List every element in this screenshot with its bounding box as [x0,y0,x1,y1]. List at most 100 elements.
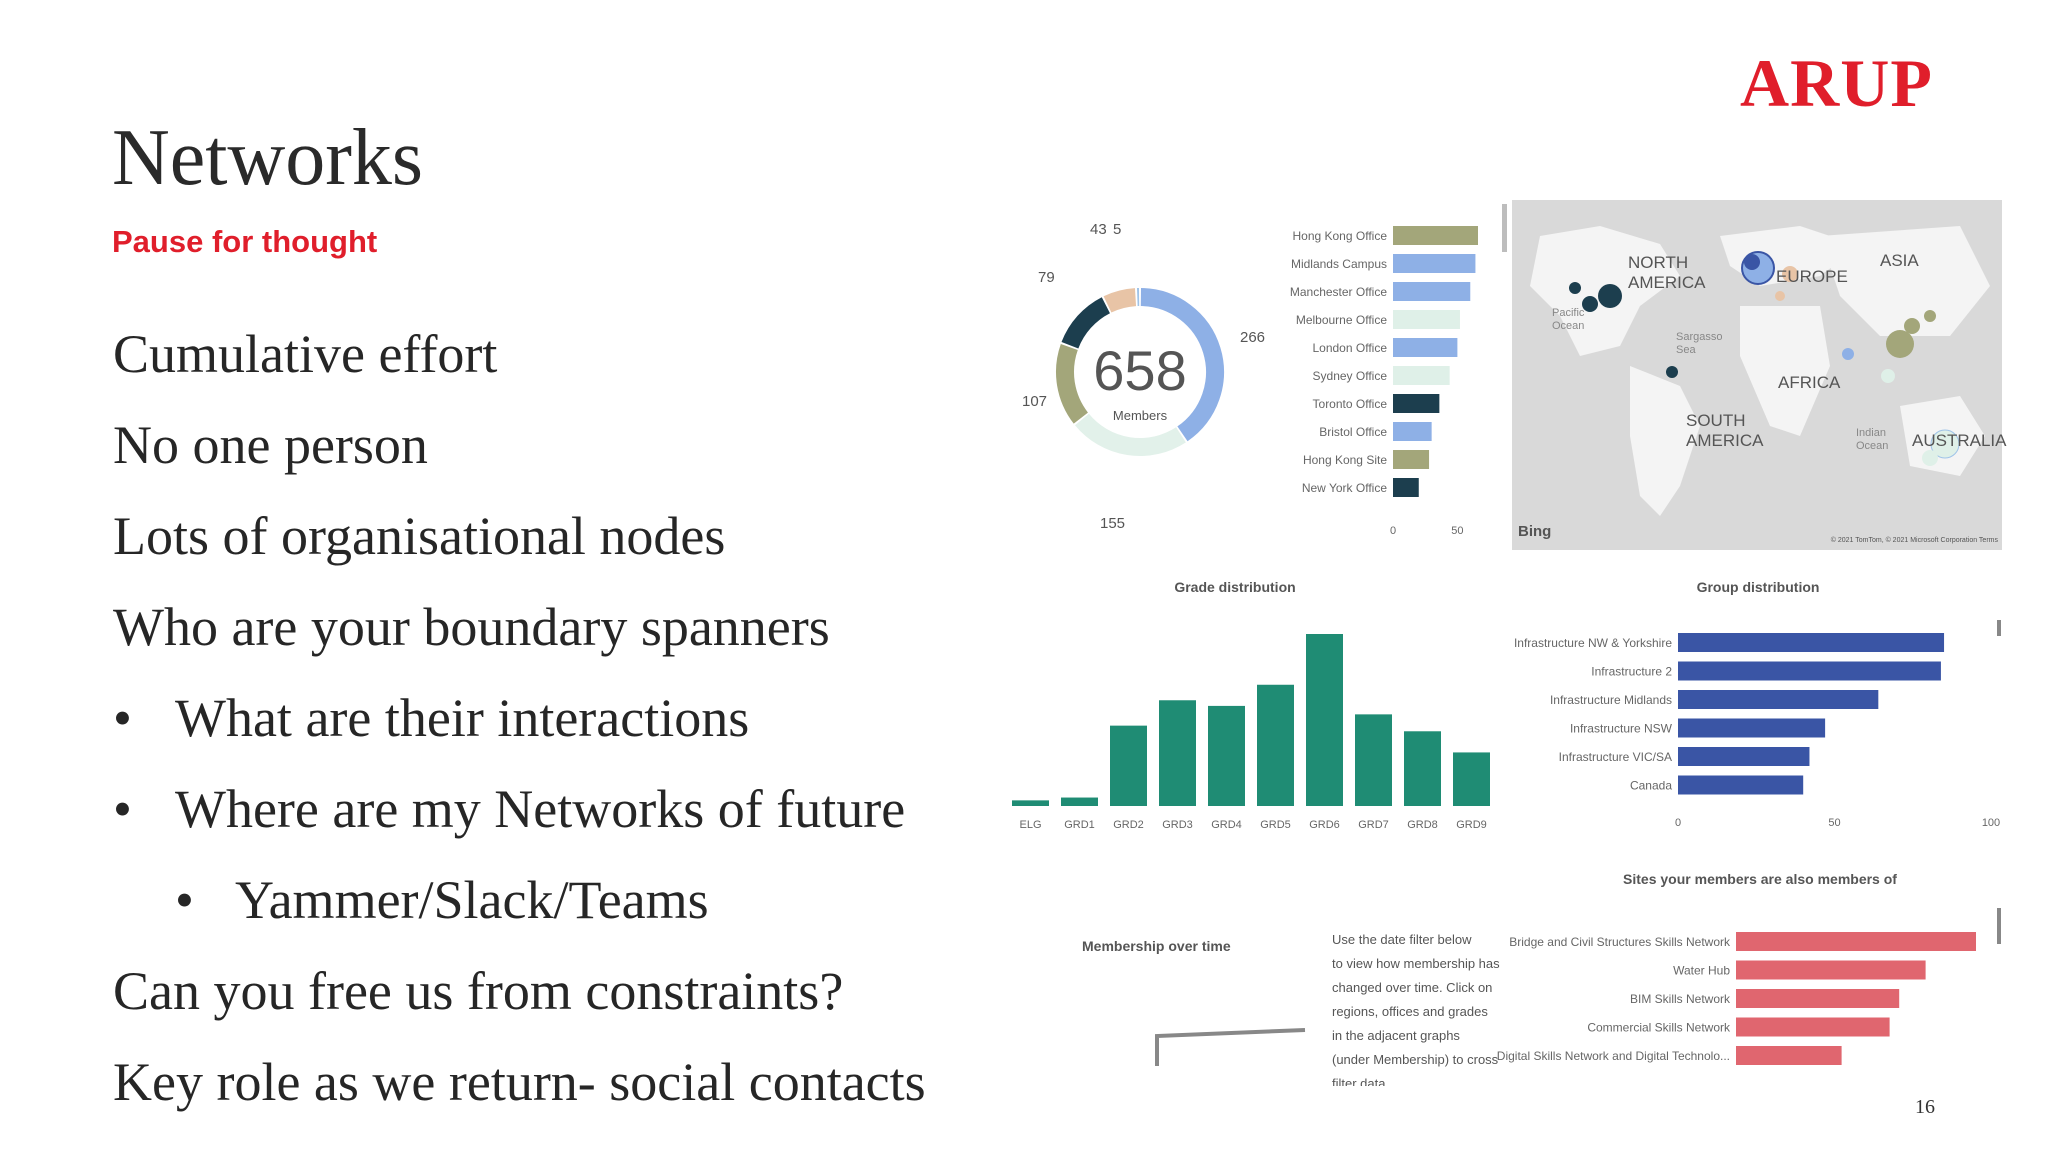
bullet-icon: • [175,870,194,930]
office-bar[interactable] [1393,226,1478,245]
office-bar-label: Hong Kong Office [1292,229,1387,243]
office-bar[interactable] [1393,422,1432,441]
grade-bar[interactable] [1453,752,1490,806]
donut-segment[interactable] [1056,343,1089,424]
grade-axis-label: GRD2 [1113,819,1144,831]
list-item-text: Yammer/Slack/Teams [235,870,709,930]
list-item-text: Lots of organisational nodes [113,506,726,566]
list-item-text: Where are my Networks of future [175,779,906,839]
grade-bar[interactable] [1110,725,1147,806]
donut-segment[interactable] [1140,288,1224,442]
office-bar-label: Melbourne Office [1296,313,1387,327]
sites-bar-chart[interactable]: Bridge and Civil Structures Skills Netwo… [1497,932,1976,1065]
group-bar-label: Infrastructure 2 [1591,665,1672,679]
office-bar[interactable] [1393,310,1460,329]
grade-bar[interactable] [1257,684,1294,806]
list-item-text: What are their interactions [175,688,750,748]
map-label: SOUTH AMERICA [1686,411,1764,450]
office-bar-chart[interactable]: Hong Kong Office Midlands Campus Mancheste… [1290,226,1478,537]
world-map[interactable] [1530,226,1990,516]
donut-segment-label: 43 [1090,221,1107,238]
group-axis-tick: 100 [1982,817,2000,829]
sites-bar-label: Bridge and Civil Structures Skills Netwo… [1509,935,1731,949]
donut-total-label: Members [1113,408,1168,423]
scrollbar[interactable] [1502,204,1507,252]
office-axis-tick: 0 [1390,525,1396,537]
office-bar[interactable] [1393,450,1430,469]
group-bar[interactable] [1678,718,1826,738]
members-donut-chart[interactable] [1056,288,1224,456]
office-bar[interactable] [1393,394,1440,413]
sites-bar[interactable] [1736,989,1900,1008]
grade-distribution-chart[interactable]: ELG GRD1 GRD2 GRD3 GRD4 GRD5 GRD6 GRD7 GRD8 GRD9 [1012,634,1490,831]
group-bar-label: Canada [1630,779,1672,793]
sites-bar[interactable] [1736,932,1976,951]
group-bar[interactable] [1678,775,1804,795]
donut-segment-label: 79 [1038,269,1055,286]
list-item: • What are their interactions [113,686,749,750]
group-bar-label: Infrastructure NW & Yorkshire [1514,636,1672,650]
donut-segment[interactable] [1074,413,1186,456]
group-distribution-title: Group distribution [1697,579,1820,595]
grade-bar[interactable] [1061,797,1098,806]
sites-bar-label: Water Hub [1673,964,1730,978]
grade-bar[interactable] [1306,634,1343,806]
bullet-icon: • [113,779,132,839]
donut-segment-label: 107 [1022,393,1047,410]
grade-bar[interactable] [1355,714,1392,806]
grade-axis-label: GRD4 [1211,819,1242,831]
donut-segment[interactable] [1061,297,1111,349]
office-bar[interactable] [1393,338,1458,357]
map-label: EUROPE [1776,267,1848,286]
grade-bar[interactable] [1208,705,1245,806]
map-label: AFRICA [1778,373,1841,392]
grade-axis-label: GRD6 [1309,819,1340,831]
membership-line [1155,1028,1306,1066]
list-item-text: Key role as we return- social contacts [113,1052,926,1112]
office-axis-tick: 50 [1451,525,1463,537]
sites-bar[interactable] [1736,1017,1890,1037]
office-bar[interactable] [1393,366,1450,385]
list-item-text: Who are your boundary spanners [113,597,830,657]
group-bar[interactable] [1678,633,1945,652]
group-distribution-chart[interactable]: Infrastructure NW & Yorkshire Infrastruct… [1514,633,2000,829]
sites-chart-title: Sites your members are also members of [1623,871,1897,887]
office-bar-label: Bristol Office [1319,425,1387,439]
office-bar[interactable] [1393,282,1471,301]
map-label: NORTH AMERICA [1628,253,1706,292]
list-item: Who are your boundary spanners [113,595,830,659]
list-item: No one person [113,413,428,477]
list-item: • Yammer/Slack/Teams [175,868,709,932]
bullet-icon: • [113,688,132,748]
membership-over-time-title: Membership over time [1082,938,1231,954]
list-item: Key role as we return- social contacts [113,1050,926,1114]
donut-segment[interactable] [1103,288,1137,313]
group-axis-tick: 0 [1675,817,1681,829]
grade-axis-label: GRD5 [1260,819,1291,831]
scrollbar[interactable] [1997,908,2001,944]
grade-bar[interactable] [1012,800,1049,806]
grade-axis-label: GRD3 [1162,819,1193,831]
grade-axis-label: ELG [1019,819,1041,831]
grade-axis-label: GRD7 [1358,819,1389,831]
list-item-text: Can you free us from constraints? [113,961,844,1021]
map-label: Pacific Ocean [1552,307,1585,332]
office-bar-label: London Office [1312,341,1387,355]
sites-bar[interactable] [1736,1046,1842,1065]
list-item: Can you free us from constraints? [113,959,843,1023]
grade-bar[interactable] [1159,700,1196,806]
group-bar[interactable] [1678,747,1810,766]
list-item-text: No one person [113,415,428,475]
sites-bar[interactable] [1736,960,1926,980]
grade-axis-label: GRD1 [1064,819,1095,831]
donut-segment-label: 155 [1100,515,1125,532]
sites-bar-label: Digital Skills Network and Digital Techn… [1497,1049,1730,1063]
group-bar[interactable] [1678,661,1941,681]
office-bar[interactable] [1393,478,1419,497]
sites-bar-label: Commercial Skills Network [1587,1021,1731,1035]
grade-bar[interactable] [1404,731,1441,806]
office-bar[interactable] [1393,254,1476,273]
scrollbar[interactable] [1997,620,2001,636]
group-bar[interactable] [1678,690,1879,709]
